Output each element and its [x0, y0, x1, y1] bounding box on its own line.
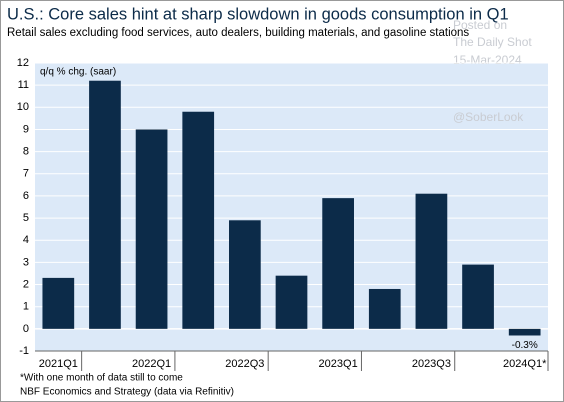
watermark: Posted on: [453, 18, 507, 32]
bar: [462, 264, 494, 329]
bar: [322, 198, 354, 329]
bar: [368, 288, 401, 329]
y-tick-label: 7: [23, 168, 29, 180]
bar: [229, 220, 261, 329]
y-tick-label: 11: [18, 79, 29, 91]
watermark: 15-Mar-2024: [453, 53, 522, 67]
bar: [89, 80, 121, 329]
y-tick-label: 10: [17, 101, 29, 113]
y-tick-label: 0: [23, 323, 29, 335]
x-tick-label: 2023Q1: [319, 358, 358, 370]
bar: [275, 275, 308, 329]
y-tick-label: 12: [17, 57, 29, 69]
y-tick-label: 9: [23, 123, 29, 135]
watermark: The Daily Shot: [453, 35, 532, 49]
x-tick-label: 2023Q3: [412, 358, 451, 370]
x-tick-label: 2021Q1: [39, 358, 78, 370]
y-axis-label: q/q % chg. (saar): [40, 67, 116, 78]
y-tick-label: 4: [23, 234, 29, 246]
y-tick-label: -1: [19, 345, 29, 357]
y-tick-label: 2: [23, 278, 29, 290]
x-tick-label: 2022Q3: [225, 358, 264, 370]
x-tick-label: 2022Q1: [132, 358, 171, 370]
bar: [508, 328, 541, 336]
bar: [42, 277, 75, 329]
footnote: *With one month of data still to come: [20, 373, 183, 384]
y-tick-label: 3: [23, 256, 29, 268]
value-label: -0.3%: [512, 340, 538, 351]
chart-subtitle: Retail sales excluding food services, au…: [7, 27, 469, 39]
watermark: @SoberLook: [453, 110, 524, 124]
y-tick-label: 6: [23, 190, 29, 202]
chart-title: U.S.: Core sales hint at sharp slowdown …: [7, 5, 509, 23]
bar: [415, 193, 448, 329]
bar: [135, 129, 168, 329]
y-tick-label: 5: [23, 212, 29, 224]
y-tick-label: 1: [23, 301, 29, 313]
bar: [182, 111, 215, 329]
footnote: NBF Economics and Strategy (data via Ref…: [20, 387, 234, 398]
y-tick-label: 8: [23, 146, 29, 158]
x-tick-label: 2024Q1*: [503, 358, 547, 370]
